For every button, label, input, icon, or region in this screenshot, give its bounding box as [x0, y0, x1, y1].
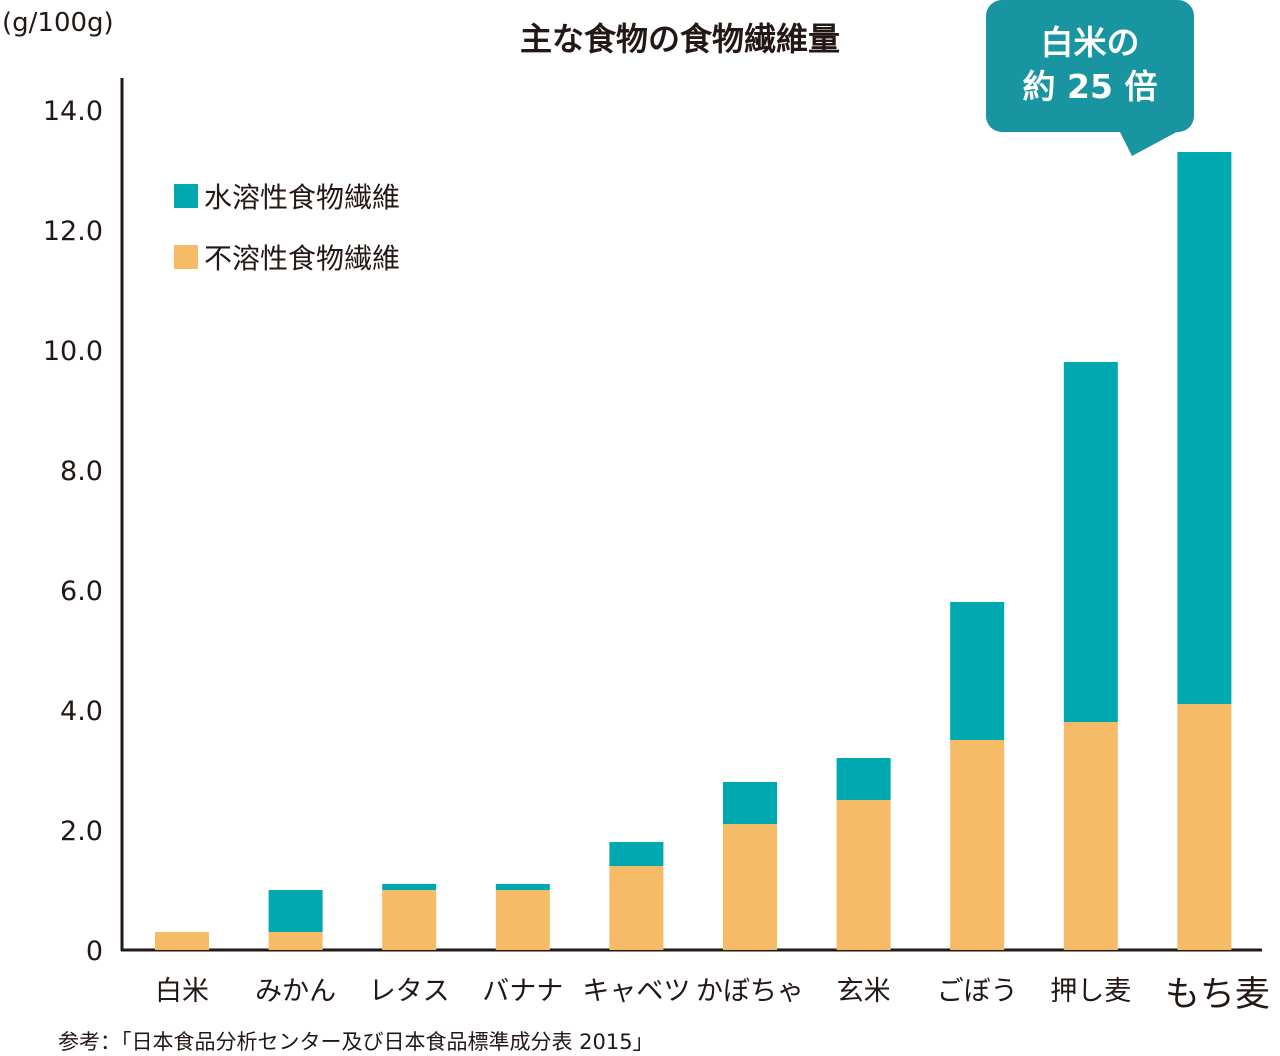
- y-axis-unit: (g/100g): [2, 8, 114, 38]
- bar-insoluble: [1177, 704, 1232, 950]
- bar-insoluble: [1063, 722, 1118, 950]
- x-tick-label: キャベツ: [582, 976, 690, 1007]
- callout-badge: 白米の 約 25 倍: [986, 0, 1194, 132]
- bar-insoluble: [950, 740, 1005, 950]
- x-tick-label: バナナ: [482, 976, 563, 1007]
- bars: [155, 152, 1232, 950]
- bar-soluble: [609, 842, 664, 866]
- legend-label-soluble: 水溶性食物繊維: [204, 181, 401, 214]
- legend-swatch-soluble: [174, 184, 198, 208]
- bar-soluble: [836, 758, 891, 800]
- source-note: 参考：「日本食品分析センター及び日本食品標準成分表 2015」: [58, 1030, 654, 1054]
- y-tick-label: 10.0: [43, 336, 103, 367]
- x-tick-label: もち麦: [1165, 975, 1270, 1015]
- bar-insoluble: [723, 824, 777, 950]
- callout-line1: 白米の: [1040, 23, 1140, 62]
- y-tick-label: 4.0: [60, 696, 103, 727]
- labels: 0 2.0 4.0 6.0 8.0 10.0 12.0 14.0 白米 みかん レタス バナナ キャベツ…: [43, 96, 1270, 1015]
- bar-soluble: [382, 884, 437, 890]
- x-tick-label: かぼちゃ: [696, 976, 804, 1007]
- bar-insoluble: [495, 890, 550, 950]
- legend-swatch-insoluble: [174, 245, 198, 269]
- x-tick-label: 白米: [155, 976, 209, 1007]
- bar-soluble: [723, 782, 777, 824]
- y-tick-label: 0: [86, 936, 103, 967]
- x-tick-label: 押し麦: [1050, 976, 1131, 1007]
- y-tick-label: 6.0: [60, 576, 103, 607]
- bar-insoluble: [268, 932, 323, 950]
- bar-soluble: [1063, 362, 1118, 722]
- x-tick-label: レタス: [369, 976, 450, 1007]
- callout-line2: 約 25 倍: [1022, 67, 1158, 106]
- y-tick-label: 8.0: [60, 456, 103, 487]
- legend-label-insoluble: 不溶性食物繊維: [204, 242, 401, 275]
- x-tick-label: 玄米: [837, 976, 891, 1007]
- y-tick-label: 14.0: [43, 96, 103, 127]
- bar-soluble: [950, 602, 1005, 740]
- bar-insoluble: [609, 866, 664, 950]
- x-tick-label: ごぼう: [937, 976, 1018, 1007]
- bar-soluble: [268, 890, 323, 932]
- bar-soluble: [1177, 152, 1232, 704]
- bar-insoluble: [382, 890, 437, 950]
- bar-insoluble: [836, 800, 891, 950]
- callout-pointer: [1118, 128, 1184, 156]
- legend-item-soluble: 水溶性食物繊維: [174, 176, 400, 216]
- x-tick-label: みかん: [255, 976, 336, 1007]
- bar-insoluble: [155, 932, 209, 950]
- bar-soluble: [495, 884, 550, 890]
- chart-title: 主な食物の食物繊維量: [519, 20, 840, 58]
- y-tick-label: 2.0: [60, 816, 103, 847]
- legend-item-insoluble: 不溶性食物繊維: [174, 237, 400, 277]
- y-tick-label: 12.0: [43, 216, 103, 247]
